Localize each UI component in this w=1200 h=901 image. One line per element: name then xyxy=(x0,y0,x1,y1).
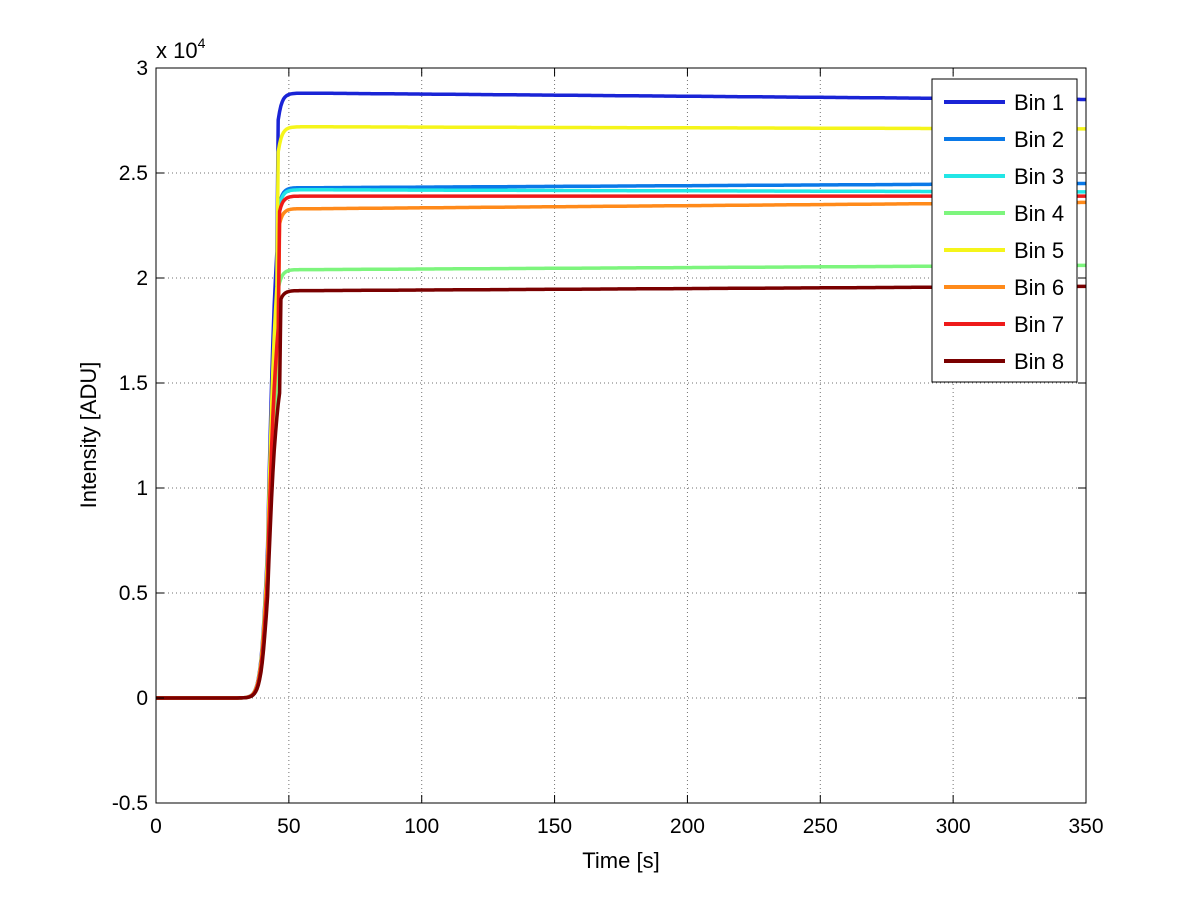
tick-marks xyxy=(155,67,1087,804)
x-tick-label: 300 xyxy=(936,815,971,838)
x-axis-label: Time [s] xyxy=(582,848,659,873)
series-line-bin-7 xyxy=(155,194,1087,700)
x-tick-label: 150 xyxy=(537,815,572,838)
legend-label: Bin 8 xyxy=(1014,349,1064,374)
series-line-bin-5 xyxy=(155,125,1087,700)
legend-label: Bin 5 xyxy=(1014,238,1064,263)
y-tick-label: 2.5 xyxy=(119,162,148,185)
y-tick-label: 1 xyxy=(136,477,148,500)
legend-label: Bin 1 xyxy=(1014,90,1064,115)
legend-label: Bin 7 xyxy=(1014,312,1064,337)
legend-label: Bin 6 xyxy=(1014,275,1064,300)
x-tick-label: 50 xyxy=(277,815,300,838)
legend-label: Bin 2 xyxy=(1014,127,1064,152)
y-exponent: x 104 xyxy=(156,35,206,63)
series-line-bin-6 xyxy=(155,200,1087,700)
legend-box xyxy=(931,78,1078,383)
series-line-bin-2 xyxy=(155,181,1087,700)
x-tick-label: 250 xyxy=(803,815,838,838)
x-tick-label: 200 xyxy=(670,815,705,838)
y-tick-label: 2 xyxy=(136,267,148,290)
legend: Bin 1 Bin 2 Bin 3 Bin 4 Bin 5 Bin 6 Bin 7 Bin 8 xyxy=(931,78,1078,383)
y-tick-label: 1.5 xyxy=(119,372,148,395)
grid-lines xyxy=(156,68,1086,803)
series-line-bin-8 xyxy=(155,284,1087,700)
plot-area: 0 50 100 150 200 250 300 350 -0.500.511.522.53 xyxy=(112,57,1104,838)
y-tick-label: 3 xyxy=(136,57,148,80)
series-line-bin-1 xyxy=(155,91,1087,700)
x-tick-label: 100 xyxy=(404,815,439,838)
x-tick-labels: 0 50 100 150 200 250 300 350 xyxy=(150,815,1103,838)
y-axis-label: Intensity [ADU] xyxy=(76,362,101,509)
x-tick-label: 350 xyxy=(1068,815,1103,838)
y-tick-label: 0 xyxy=(136,687,148,710)
legend-label: Bin 3 xyxy=(1014,164,1064,189)
x-tick-label: 0 xyxy=(150,815,162,838)
y-tick-label: 0.5 xyxy=(119,582,148,605)
series-lines xyxy=(155,91,1087,700)
y-tick-labels: -0.5 0 0.5 1 1.5 2 2.5 3 xyxy=(112,57,148,815)
y-tick-label: -0.5 xyxy=(112,792,148,815)
series-line-bin-3 xyxy=(155,188,1087,700)
axes-frame xyxy=(155,67,1087,804)
legend-label: Bin 4 xyxy=(1014,201,1064,226)
series-line-bin-4 xyxy=(155,263,1087,700)
